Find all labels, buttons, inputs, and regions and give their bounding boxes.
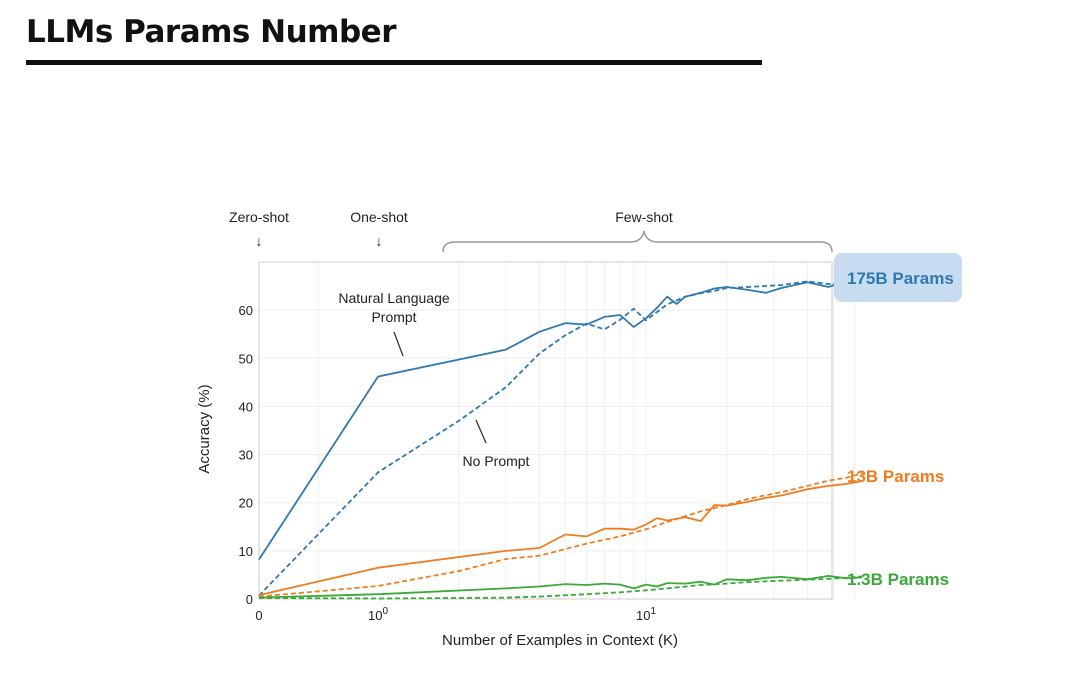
series-line-3 bbox=[258, 472, 863, 598]
few-shot-brace bbox=[442, 230, 833, 253]
y-tick-label: 50 bbox=[239, 351, 253, 366]
y-tick-label: 0 bbox=[246, 592, 253, 607]
annotation-natural-language-pointer bbox=[393, 331, 404, 357]
x-tick-label: 101 bbox=[636, 606, 656, 623]
x-tick-label: 100 bbox=[368, 606, 388, 623]
zero-shot-label: Zero-shot bbox=[229, 209, 289, 225]
grid bbox=[259, 262, 856, 600]
series-label-175b: 175B Params bbox=[847, 269, 954, 288]
annotation-natural-language-line1: Natural Language bbox=[338, 290, 450, 306]
series-label-13b: 13B Params bbox=[847, 467, 944, 486]
series-line-4 bbox=[258, 575, 863, 599]
few-shot-label: Few-shot bbox=[615, 209, 673, 225]
series-line-5 bbox=[258, 575, 863, 600]
zero-shot-arrow: ↓ bbox=[256, 233, 263, 249]
annotation-no-prompt: No Prompt bbox=[463, 453, 530, 469]
y-tick-label: 60 bbox=[239, 303, 253, 318]
y-tick-label: 30 bbox=[239, 448, 253, 463]
y-axis-title: Accuracy (%) bbox=[196, 384, 213, 473]
slide-title: LLMs Params Number bbox=[26, 14, 396, 50]
annotation-no-prompt-pointer bbox=[475, 419, 487, 444]
y-tick-label: 10 bbox=[239, 544, 253, 559]
one-shot-arrow: ↓ bbox=[376, 233, 383, 249]
series-lines bbox=[258, 278, 863, 600]
series-line-0 bbox=[258, 279, 863, 560]
series-line-1 bbox=[258, 278, 863, 597]
annotation-natural-language-line2: Prompt bbox=[371, 309, 416, 325]
plot-area bbox=[258, 261, 833, 600]
label-badge-175b bbox=[834, 253, 962, 302]
one-shot-label: One-shot bbox=[350, 209, 408, 225]
series-line-2 bbox=[258, 480, 863, 596]
series-label-1-3b: 1.3B Params bbox=[847, 570, 949, 589]
y-tick-label: 20 bbox=[239, 496, 253, 511]
axis-ticks: 0 10 20 30 40 50 60 0 100 101 bbox=[239, 303, 657, 623]
x-axis-title: Number of Examples in Context (K) bbox=[442, 632, 678, 649]
x-tick-label: 0 bbox=[255, 608, 262, 623]
y-tick-label: 40 bbox=[239, 399, 253, 414]
title-underline bbox=[26, 60, 762, 65]
